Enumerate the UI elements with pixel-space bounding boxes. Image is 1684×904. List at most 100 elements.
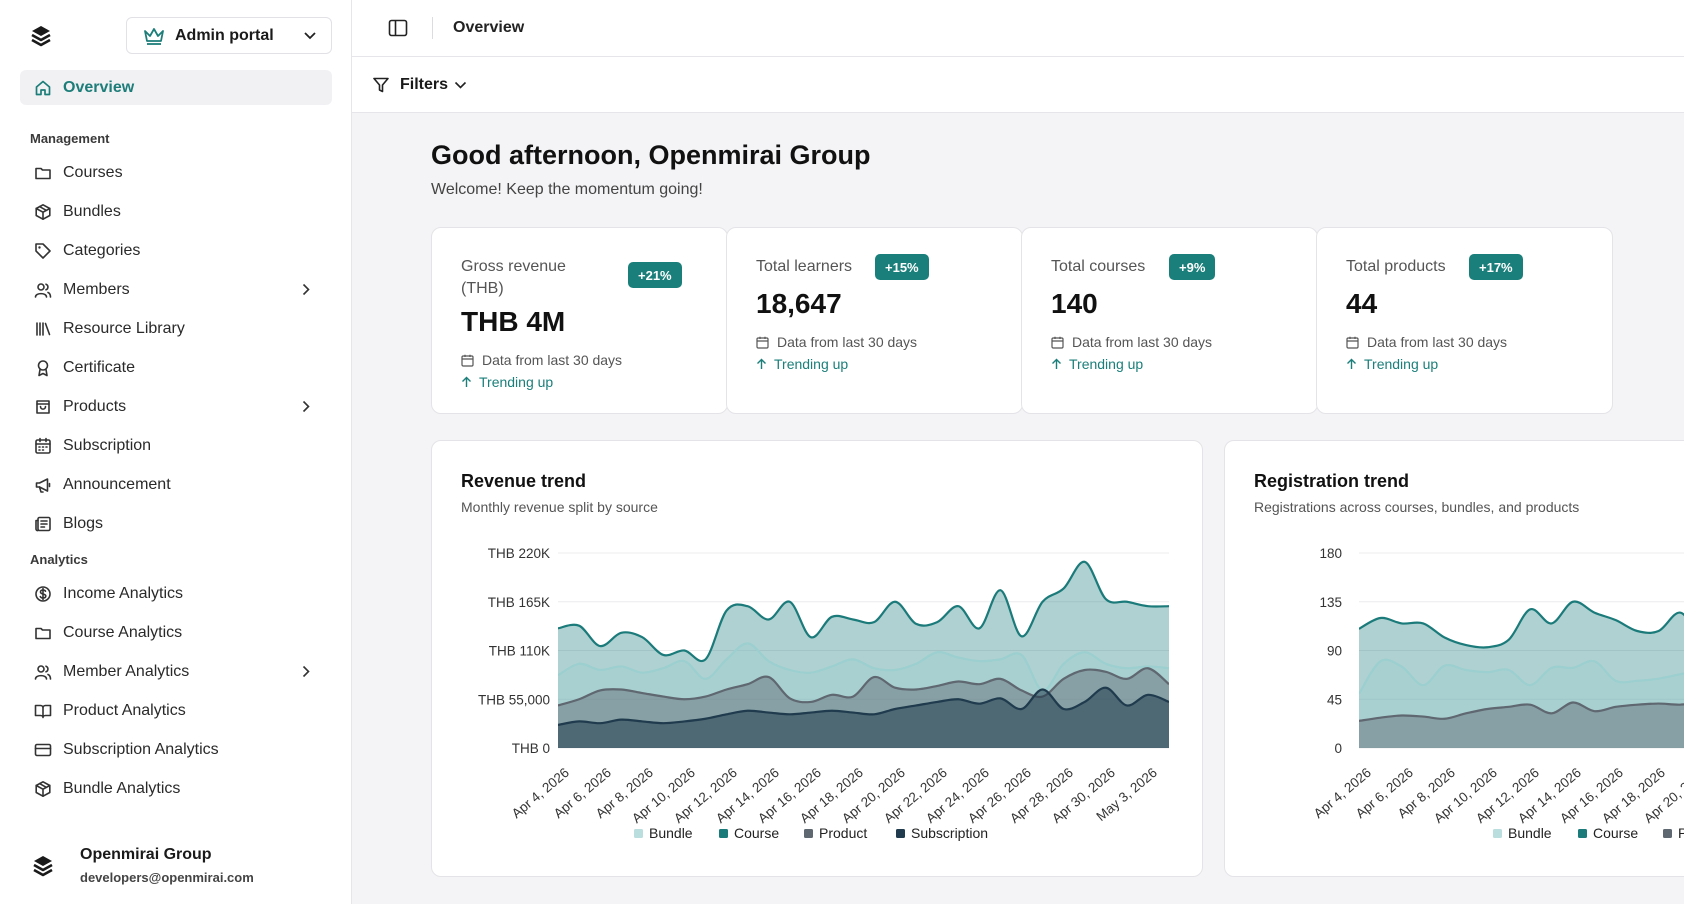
- sidebar-item-member-analytics[interactable]: Member Analytics: [20, 652, 332, 691]
- stat-trend-text: Trending up: [479, 374, 554, 390]
- shopping-bag-icon: [34, 398, 52, 416]
- y-tick-label: 0: [1334, 741, 1342, 756]
- legend-label[interactable]: Course: [1593, 825, 1638, 841]
- stat-card[interactable]: Total courses +9% 140 Data from last 30 day…: [1021, 227, 1318, 414]
- sidebar-item-label: Resource Library: [63, 319, 185, 337]
- filters-button[interactable]: Filters: [372, 76, 467, 94]
- legend-label[interactable]: Subscription: [911, 825, 988, 841]
- breadcrumb: Overview: [453, 19, 525, 36]
- sidebar-item-subscription[interactable]: Subscription: [20, 426, 332, 465]
- stat-change-badge: +15%: [875, 254, 929, 280]
- series-line-bundle[interactable]: [558, 642, 1169, 692]
- stat-trend: Trending up: [461, 374, 553, 390]
- management-nav: Courses Bundles Categories Members Resource …: [20, 153, 332, 543]
- y-tick-label: 135: [1319, 595, 1342, 610]
- series-area-course: [558, 561, 1169, 748]
- stat-value: 44: [1346, 288, 1378, 319]
- sidebar-item-resource-library[interactable]: Resource Library: [20, 309, 332, 348]
- legend-swatch-bundle: [1493, 829, 1502, 838]
- sidebar-item-announcement[interactable]: Announcement: [20, 465, 332, 504]
- stat-card[interactable]: Total learners +15% 18,647 Data from last 3…: [726, 227, 1023, 414]
- revenue-trend-card: Revenue trend Monthly revenue split by s…: [431, 440, 1203, 877]
- chevron-right-icon[interactable]: [302, 665, 310, 678]
- sidebar-item-blogs[interactable]: Blogs: [20, 504, 332, 543]
- stat-trend: Trending up: [1051, 356, 1143, 372]
- y-tick-label: THB 220K: [488, 546, 550, 561]
- top-bar: Overview: [352, 0, 1684, 57]
- sidebar-item-product-analytics[interactable]: Product Analytics: [20, 691, 332, 730]
- sidebar-item-overview[interactable]: Overview: [20, 70, 332, 105]
- sidebar-item-label: Bundle Analytics: [63, 779, 181, 797]
- sidebar-item-label: Certificate: [63, 358, 136, 376]
- sidebar-item-label: Member Analytics: [63, 662, 190, 680]
- sidebar-item-certificate[interactable]: Certificate: [20, 348, 332, 387]
- divider: [432, 17, 433, 39]
- sidebar-item-bundles[interactable]: Bundles: [20, 192, 332, 231]
- stat-footnote: Data from last 30 days: [461, 352, 622, 368]
- chevron-right-icon[interactable]: [302, 283, 310, 296]
- y-tick-label: THB 0: [512, 741, 550, 756]
- stat-change-badge: +9%: [1169, 254, 1216, 280]
- profile-name: Openmirai Group: [80, 846, 212, 863]
- sidebar-item-income-analytics[interactable]: Income Analytics: [20, 574, 332, 613]
- legend-label[interactable]: Course: [734, 825, 779, 841]
- sidebar-item-subscription-analytics[interactable]: Subscription Analytics: [20, 730, 332, 769]
- calendar-icon: [1346, 336, 1359, 349]
- chevron-right-icon[interactable]: [302, 400, 310, 413]
- series-area-subscription: [558, 687, 1169, 748]
- legend-label[interactable]: Bundle: [649, 825, 693, 841]
- sidebar-item-courses[interactable]: Courses: [20, 153, 332, 192]
- series-area-product: [1359, 702, 1684, 748]
- megaphone-icon: [34, 476, 52, 494]
- stat-card[interactable]: Gross revenue (THB) +21% THB 4M Data from l…: [431, 227, 728, 414]
- series-line-course[interactable]: [558, 560, 1169, 663]
- chart-subtitle: Registrations across courses, bundles, a…: [1254, 499, 1580, 515]
- series-line-product[interactable]: [558, 667, 1169, 707]
- series-line-bundle[interactable]: [1359, 658, 1684, 695]
- chevron-down-icon: [454, 81, 467, 89]
- legend-swatch-bundle: [634, 829, 643, 838]
- section-label-management: Management: [30, 131, 110, 146]
- book-open-icon: [34, 702, 52, 720]
- sidebar-item-label: Announcement: [63, 475, 171, 493]
- legend-swatch-subscription: [896, 829, 905, 838]
- folder-icon: [34, 164, 52, 182]
- sidebar-item-categories[interactable]: Categories: [20, 231, 332, 270]
- stat-trend-text: Trending up: [1364, 356, 1439, 372]
- profile-email: developers@openmirai.com: [80, 870, 254, 885]
- series-line-subscription[interactable]: [558, 686, 1169, 727]
- sidebar-toggle-icon[interactable]: [388, 19, 408, 37]
- legend-label[interactable]: Bundle: [1508, 825, 1552, 841]
- sidebar-item-label: Bundles: [63, 202, 121, 220]
- sidebar-item-label: Categories: [63, 241, 141, 259]
- legend-swatch-product: [1663, 829, 1672, 838]
- sidebar-item-course-analytics[interactable]: Course Analytics: [20, 613, 332, 652]
- arrow-up-icon: [462, 376, 471, 387]
- legend-label[interactable]: Product: [1678, 825, 1684, 841]
- analytics-nav: Income Analytics Course Analytics Member A…: [20, 574, 332, 808]
- sidebar-item-label: Products: [63, 397, 127, 415]
- stat-footnote: Data from last 30 days: [1051, 334, 1212, 350]
- brand-logo-icon[interactable]: [28, 24, 54, 48]
- box-icon: [34, 203, 52, 221]
- sidebar-item-bundle-analytics[interactable]: Bundle Analytics: [20, 769, 332, 808]
- stat-change-badge: +17%: [1469, 254, 1523, 280]
- sidebar-item-label: Income Analytics: [63, 584, 184, 602]
- stat-card[interactable]: Total products +17% 44 Data from last 30 da…: [1316, 227, 1613, 414]
- portal-label: Admin portal: [175, 26, 274, 44]
- chart-title: Registration trend: [1254, 471, 1410, 491]
- sidebar: Admin portal Overview Management Courses…: [0, 0, 352, 904]
- series-area-course: [1359, 601, 1684, 748]
- sidebar-item-members[interactable]: Members: [20, 270, 332, 309]
- portal-switcher[interactable]: Admin portal: [126, 17, 332, 54]
- sidebar-item-products[interactable]: Products: [20, 387, 332, 426]
- users-icon: [34, 663, 52, 681]
- stat-title: Total products: [1346, 258, 1446, 275]
- y-tick-label: 90: [1327, 644, 1342, 659]
- series-line-product[interactable]: [1359, 700, 1684, 723]
- user-profile[interactable]: Openmirai Group developers@openmirai.com: [30, 846, 254, 885]
- legend-label[interactable]: Product: [819, 825, 867, 841]
- series-line-course[interactable]: [1359, 600, 1684, 649]
